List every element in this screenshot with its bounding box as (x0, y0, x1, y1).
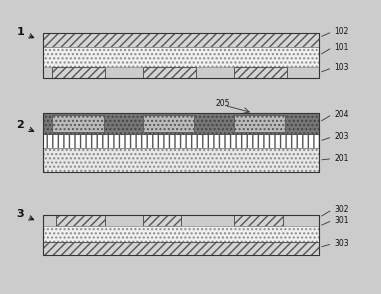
Text: 1: 1 (16, 27, 34, 38)
Bar (43, 113, 319, 134)
Text: 205: 205 (215, 99, 230, 108)
Text: 102: 102 (334, 27, 349, 36)
Text: 2: 2 (16, 120, 34, 131)
Bar (143, 67, 196, 78)
Bar (43, 242, 319, 255)
Text: 204: 204 (334, 110, 349, 119)
Bar (43, 226, 319, 242)
Text: 201: 201 (334, 154, 349, 163)
Bar (43, 33, 319, 46)
Bar (234, 215, 283, 226)
Text: 101: 101 (334, 43, 349, 52)
Text: 302: 302 (334, 205, 349, 214)
Bar (53, 115, 104, 132)
Bar (43, 33, 319, 78)
Text: 301: 301 (334, 216, 349, 225)
Text: 3: 3 (16, 209, 34, 220)
Text: 303: 303 (334, 239, 349, 248)
Bar (53, 67, 106, 78)
Bar (234, 67, 287, 78)
Bar (43, 134, 319, 148)
Bar (143, 115, 194, 132)
Text: 103: 103 (334, 63, 349, 72)
Bar (43, 148, 319, 172)
Bar (43, 215, 319, 255)
Bar (43, 47, 319, 67)
Bar (143, 215, 181, 226)
Text: 203: 203 (334, 132, 349, 141)
Bar (234, 115, 285, 132)
Bar (56, 215, 106, 226)
Bar (43, 113, 319, 172)
